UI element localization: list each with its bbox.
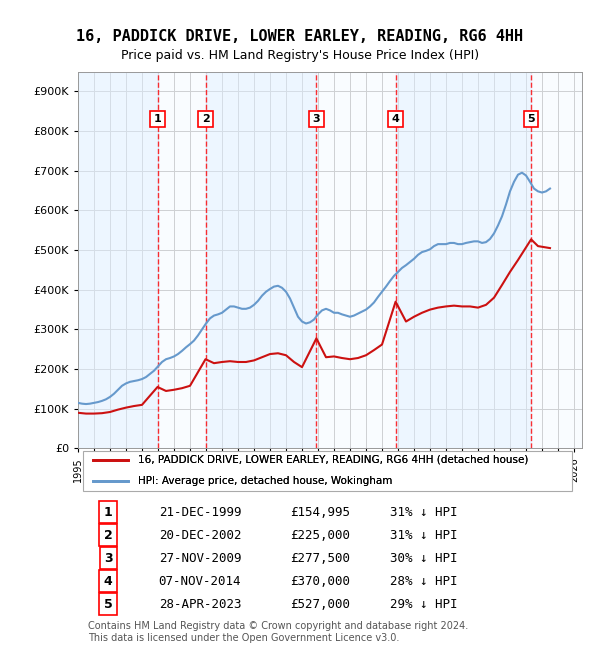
FancyBboxPatch shape <box>83 450 572 491</box>
Bar <box>531 72 582 448</box>
Text: 2: 2 <box>202 114 209 124</box>
Text: 16, PADDICK DRIVE, LOWER EARLEY, READING, RG6 4HH (detached house): 16, PADDICK DRIVE, LOWER EARLEY, READING… <box>139 455 529 465</box>
Text: 4: 4 <box>392 114 400 124</box>
Text: 31% ↓ HPI: 31% ↓ HPI <box>391 506 458 519</box>
Bar <box>158 72 206 448</box>
Text: 2: 2 <box>104 529 113 542</box>
Text: 1: 1 <box>104 506 113 519</box>
Text: 30% ↓ HPI: 30% ↓ HPI <box>391 552 458 565</box>
Text: £370,000: £370,000 <box>290 575 350 588</box>
Text: 16, PADDICK DRIVE, LOWER EARLEY, READING, RG6 4HH: 16, PADDICK DRIVE, LOWER EARLEY, READING… <box>76 29 524 44</box>
Text: £154,995: £154,995 <box>290 506 350 519</box>
Text: 5: 5 <box>527 114 535 124</box>
Text: £277,500: £277,500 <box>290 552 350 565</box>
Text: 28% ↓ HPI: 28% ↓ HPI <box>391 575 458 588</box>
Text: 27-NOV-2009: 27-NOV-2009 <box>158 552 241 565</box>
Text: 5: 5 <box>104 597 113 610</box>
Text: HPI: Average price, detached house, Wokingham: HPI: Average price, detached house, Woki… <box>139 476 393 486</box>
Text: 21-DEC-1999: 21-DEC-1999 <box>158 506 241 519</box>
Text: 1: 1 <box>154 114 161 124</box>
Text: 07-NOV-2014: 07-NOV-2014 <box>158 575 241 588</box>
Bar <box>316 72 395 448</box>
Text: 3: 3 <box>313 114 320 124</box>
Text: £527,000: £527,000 <box>290 597 350 610</box>
Text: 29% ↓ HPI: 29% ↓ HPI <box>391 597 458 610</box>
Text: 3: 3 <box>104 552 113 565</box>
Text: 31% ↓ HPI: 31% ↓ HPI <box>391 529 458 542</box>
Text: 20-DEC-2002: 20-DEC-2002 <box>158 529 241 542</box>
Bar <box>206 72 316 448</box>
Text: 16, PADDICK DRIVE, LOWER EARLEY, READING, RG6 4HH (detached house): 16, PADDICK DRIVE, LOWER EARLEY, READING… <box>139 455 529 465</box>
Text: 28-APR-2023: 28-APR-2023 <box>158 597 241 610</box>
Text: £225,000: £225,000 <box>290 529 350 542</box>
Bar <box>395 72 531 448</box>
Text: Contains HM Land Registry data © Crown copyright and database right 2024.
This d: Contains HM Land Registry data © Crown c… <box>88 621 469 643</box>
Text: HPI: Average price, detached house, Wokingham: HPI: Average price, detached house, Woki… <box>139 476 393 486</box>
Bar <box>531 72 582 448</box>
Text: 4: 4 <box>104 575 113 588</box>
Bar <box>78 72 158 448</box>
Text: Price paid vs. HM Land Registry's House Price Index (HPI): Price paid vs. HM Land Registry's House … <box>121 49 479 62</box>
